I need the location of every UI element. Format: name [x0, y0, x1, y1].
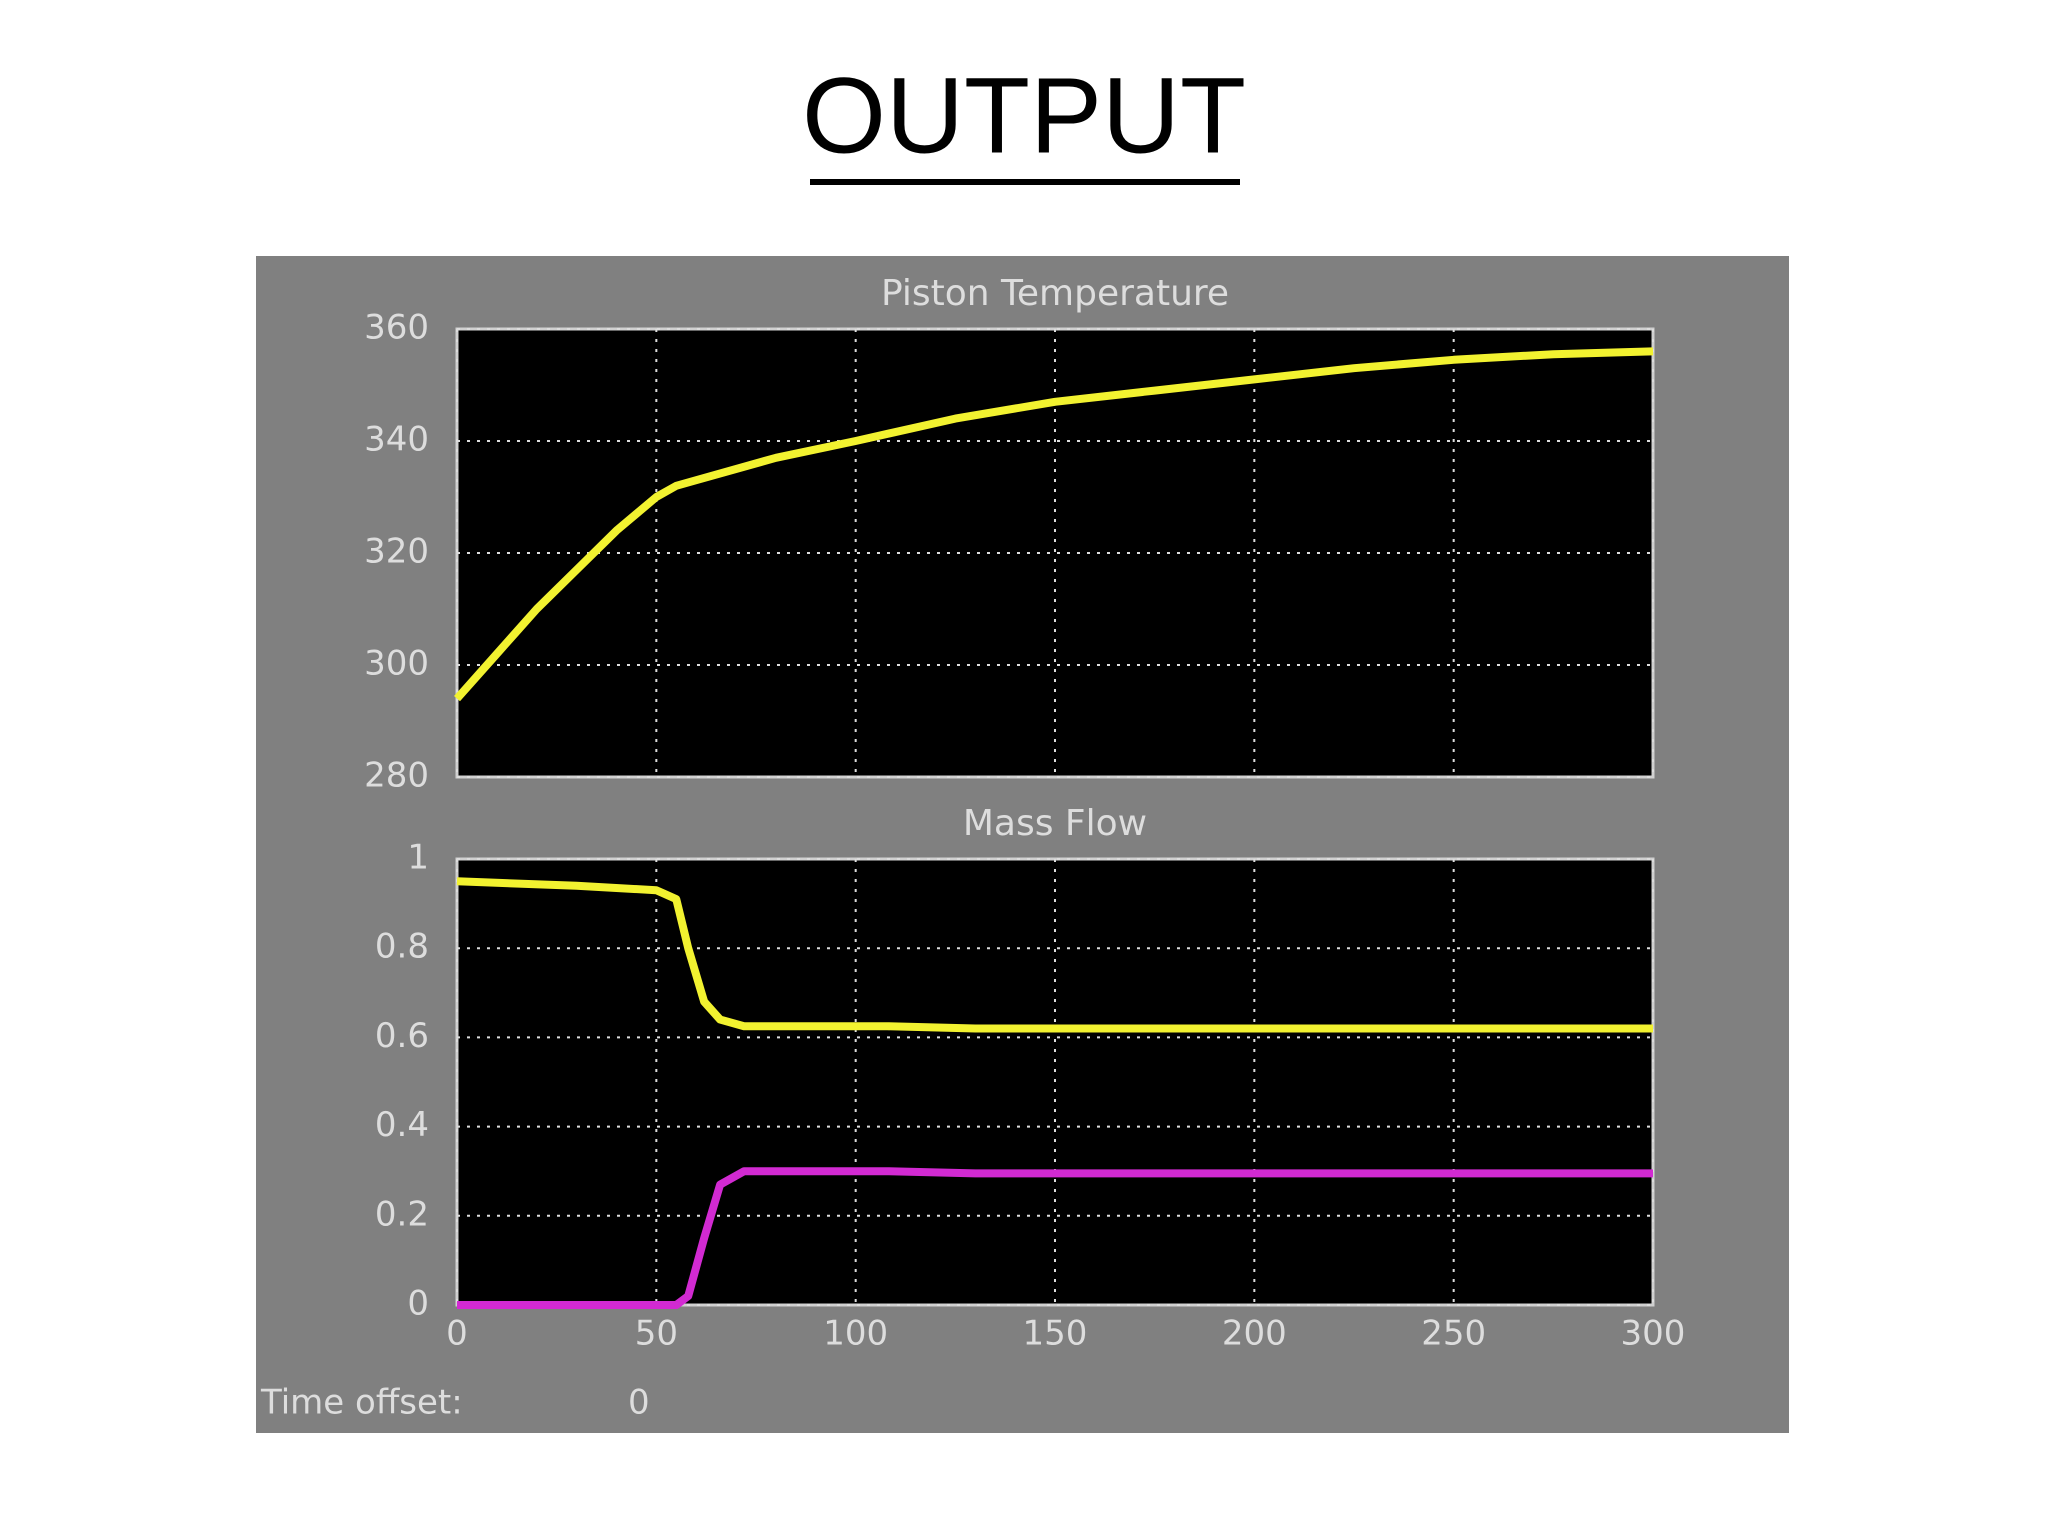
data-line: [457, 1167, 1653, 1309]
y-tick-label: 0.2: [375, 1194, 429, 1234]
x-tick-label: 150: [1023, 1314, 1088, 1354]
y-tick-label: 0.6: [375, 1016, 429, 1056]
chart-title: Mass Flow: [963, 803, 1147, 844]
y-tick-label: 0: [407, 1284, 429, 1324]
x-tick-label: 100: [823, 1314, 888, 1354]
time-offset-label: Time offset:: [260, 1383, 463, 1423]
y-tick-label: 360: [364, 308, 429, 348]
data-line: [456, 877, 1653, 1033]
x-tick-label: 300: [1621, 1314, 1686, 1354]
y-tick-label: 320: [364, 532, 429, 572]
time-offset-value: 0: [628, 1383, 650, 1423]
y-tick-label: 280: [364, 756, 429, 796]
slide-title: OUTPUT: [802, 55, 1246, 176]
y-tick-label: 0.8: [375, 927, 429, 967]
y-tick-label: 1: [407, 838, 429, 878]
x-tick-label: 50: [635, 1314, 678, 1354]
x-tick-label: 200: [1222, 1314, 1287, 1354]
y-tick-label: 300: [364, 644, 429, 684]
x-tick-label: 0: [446, 1314, 468, 1354]
data-line: [454, 347, 1654, 702]
chart-title: Piston Temperature: [881, 273, 1229, 314]
y-tick-label: 340: [364, 420, 429, 460]
x-tick-label: 250: [1421, 1314, 1486, 1354]
y-tick-label: 0.4: [375, 1105, 429, 1145]
